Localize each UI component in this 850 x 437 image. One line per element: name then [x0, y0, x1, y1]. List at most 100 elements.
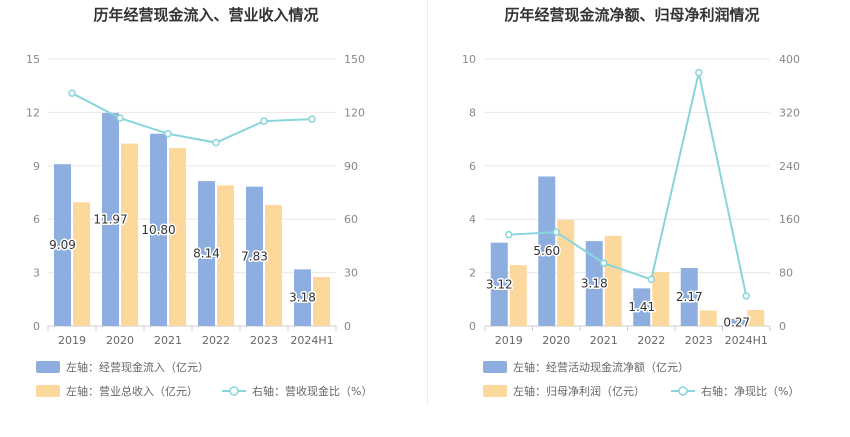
- line-point: [308, 115, 316, 123]
- bar-series-1: [198, 181, 215, 326]
- x-tick-label: 2021: [154, 334, 182, 347]
- x-tick-label: 2020: [106, 334, 134, 347]
- x-tick-label: 2024H1: [290, 334, 333, 347]
- y-right-tick-label: 160: [779, 213, 800, 226]
- data-label: 5.60: [533, 244, 560, 258]
- data-label: 9.09: [49, 238, 76, 252]
- legend-marker: [678, 386, 688, 396]
- data-label: 3.18: [581, 277, 608, 291]
- x-tick-label: 2023: [685, 334, 713, 347]
- x-tick-label: 2023: [250, 334, 278, 347]
- legend-label: 左轴：营业总收入（亿元）: [66, 384, 198, 398]
- bar-series-2: [217, 185, 234, 326]
- legend-label: 左轴：经营活动现金流净额（亿元）: [513, 360, 689, 374]
- bar-series-2: [121, 143, 138, 326]
- data-label: 7.83: [241, 249, 268, 263]
- bar-series-1: [150, 133, 167, 326]
- bar-series-1: [633, 288, 651, 326]
- bar-series-2: [604, 235, 622, 326]
- line-point: [116, 114, 124, 122]
- line-point: [647, 275, 655, 284]
- legend-label: 左轴：归母净利润（亿元）: [513, 384, 645, 398]
- y-left-tick-label: 10: [462, 53, 476, 66]
- line-series-3: [508, 72, 748, 297]
- legend-label: 右轴：净现比（%）: [701, 384, 799, 398]
- bar-series-1: [585, 241, 603, 326]
- bar-series-2: [652, 272, 670, 326]
- y-right-tick-label: 120: [344, 106, 365, 119]
- bar-series-1: [246, 186, 263, 326]
- chart-title: 历年经营现金流净额、归母净利润情况: [504, 6, 759, 24]
- legend-swatch: [483, 385, 507, 397]
- line-point: [260, 117, 268, 125]
- chart-cash-inflow-revenue: 历年经营现金流入、营业收入情况0369121503060901201502019…: [26, 6, 372, 398]
- bar-series-2: [699, 310, 717, 326]
- y-left-tick-label: 15: [26, 53, 40, 66]
- line-point: [505, 230, 513, 239]
- bar-series-2: [557, 219, 575, 326]
- panel-divider: [427, 0, 428, 405]
- line-series-3: [71, 92, 313, 144]
- bar-series-1: [728, 318, 746, 326]
- line-point: [695, 68, 703, 77]
- line-point: [212, 138, 220, 147]
- y-left-tick-label: 0: [33, 320, 40, 333]
- data-label: 10.80: [141, 223, 175, 237]
- line-point: [742, 292, 750, 300]
- bar-series-2: [747, 309, 765, 326]
- bar-series-2: [169, 148, 186, 326]
- legend-swatch: [36, 361, 60, 373]
- line-point: [600, 259, 608, 267]
- y-left-tick-label: 4: [469, 213, 476, 226]
- y-right-tick-label: 0: [779, 320, 786, 333]
- legend-label: 左轴：经营现金流入（亿元）: [66, 360, 209, 374]
- data-label: 11.97: [93, 212, 127, 226]
- legend-swatch: [36, 385, 60, 397]
- data-label: 0.27: [723, 315, 750, 329]
- y-right-tick-label: 240: [779, 160, 800, 173]
- bar-series-2: [73, 202, 90, 326]
- chart-net-cash-profit: 历年经营现金流净额、归母净利润情况 0 2 4 6 8 10 0 80 160 240 320 400 2…: [462, 6, 800, 398]
- bar-series-1: [54, 164, 71, 326]
- y-right-tick-label: 30: [344, 267, 358, 280]
- data-label: 3.12: [486, 277, 513, 291]
- y-left-tick-label: 9: [33, 160, 40, 173]
- y-right-tick-label: 60: [344, 213, 358, 226]
- bar-series-1: [680, 268, 698, 326]
- data-label: 2.17: [676, 290, 703, 304]
- bar-series-1: [538, 176, 556, 326]
- y-left-tick-label: 6: [33, 213, 40, 226]
- y-right-tick-label: 80: [779, 267, 793, 280]
- y-right-tick-label: 150: [344, 53, 365, 66]
- y-right-tick-label: 90: [344, 160, 358, 173]
- bar-series-1: [102, 112, 119, 327]
- chart-title: 历年经营现金流入、营业收入情况: [93, 6, 318, 24]
- y-left-tick-label: 0: [469, 320, 476, 333]
- data-label: 8.14: [193, 247, 220, 261]
- y-left-tick-label: 12: [26, 106, 40, 119]
- line-point: [552, 228, 560, 236]
- y-left-tick-label: 3: [33, 267, 40, 280]
- data-label: 3.18: [289, 291, 316, 305]
- legend-label: 右轴：营收现金比（%）: [252, 384, 372, 398]
- y-right-tick-label: 400: [779, 53, 800, 66]
- y-right-tick-label: 0: [344, 320, 351, 333]
- data-label: 1.41: [628, 300, 655, 314]
- x-tick-label: 2022: [637, 334, 665, 347]
- bar-series-2: [265, 204, 282, 326]
- x-tick-label: 2019: [58, 334, 86, 347]
- bar-series-2: [509, 265, 527, 326]
- y-left-tick-label: 6: [469, 160, 476, 173]
- x-tick-label: 2022: [202, 334, 230, 347]
- y-left-tick-label: 2: [469, 267, 476, 280]
- bar-series-1: [294, 269, 311, 326]
- y-right-tick-label: 320: [779, 106, 800, 119]
- x-tick-label: 2020: [542, 334, 570, 347]
- legend-swatch: [483, 361, 507, 373]
- y-left-tick-label: 8: [469, 106, 476, 119]
- legend-marker: [229, 386, 239, 396]
- line-point: [68, 89, 76, 97]
- x-tick-label: 2019: [495, 334, 523, 347]
- bar-series-1: [490, 242, 508, 326]
